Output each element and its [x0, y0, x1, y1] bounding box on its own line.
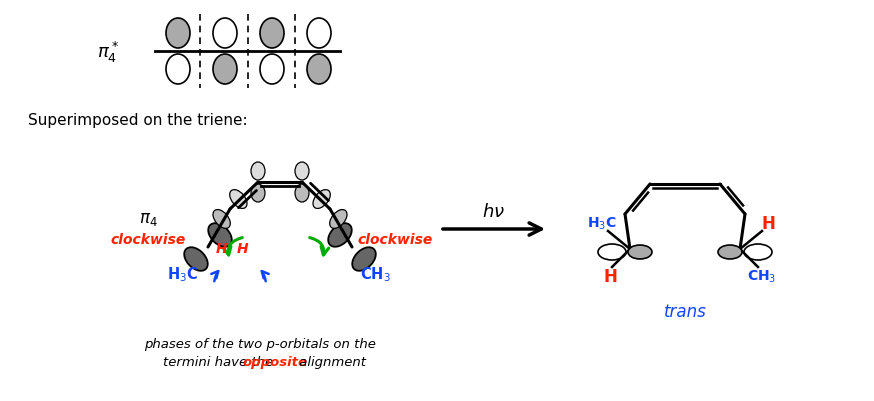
Ellipse shape — [628, 245, 652, 259]
Ellipse shape — [213, 210, 230, 229]
Ellipse shape — [295, 162, 309, 180]
Ellipse shape — [718, 245, 742, 259]
Ellipse shape — [260, 19, 284, 49]
Ellipse shape — [329, 210, 347, 229]
Ellipse shape — [208, 224, 232, 247]
Text: alignment: alignment — [295, 356, 366, 369]
Ellipse shape — [307, 19, 331, 49]
Text: H$_3$C: H$_3$C — [587, 215, 617, 232]
Ellipse shape — [166, 55, 190, 85]
Text: clockwise: clockwise — [357, 233, 433, 246]
Ellipse shape — [352, 248, 376, 271]
Ellipse shape — [213, 19, 237, 49]
Ellipse shape — [184, 248, 208, 271]
Text: trans: trans — [663, 302, 706, 320]
Ellipse shape — [307, 55, 331, 85]
Text: phases of the two p-orbitals on the: phases of the two p-orbitals on the — [144, 338, 376, 350]
Ellipse shape — [251, 184, 265, 203]
Text: termini have the: termini have the — [163, 356, 277, 369]
Text: H: H — [216, 241, 228, 255]
Text: H: H — [603, 267, 617, 285]
Text: CH$_3$: CH$_3$ — [359, 265, 391, 284]
Text: H: H — [761, 215, 775, 233]
Ellipse shape — [313, 190, 330, 209]
Ellipse shape — [251, 162, 265, 180]
Ellipse shape — [230, 190, 247, 209]
Text: H: H — [237, 241, 249, 255]
Text: H$_3$C: H$_3$C — [168, 265, 198, 284]
Ellipse shape — [166, 19, 190, 49]
Ellipse shape — [260, 55, 284, 85]
Ellipse shape — [213, 55, 237, 85]
Text: opposite: opposite — [243, 356, 308, 369]
Text: $h\nu$: $h\nu$ — [482, 203, 505, 221]
Ellipse shape — [329, 224, 351, 247]
Ellipse shape — [295, 184, 309, 203]
Text: $\pi_4^*$: $\pi_4^*$ — [97, 39, 119, 65]
Ellipse shape — [598, 244, 626, 260]
Text: CH$_3$: CH$_3$ — [747, 268, 777, 284]
Text: Superimposed on the triene:: Superimposed on the triene: — [28, 112, 247, 127]
Text: clockwise: clockwise — [110, 233, 185, 246]
Text: $\pi_4$: $\pi_4$ — [139, 211, 157, 228]
Ellipse shape — [744, 244, 772, 260]
